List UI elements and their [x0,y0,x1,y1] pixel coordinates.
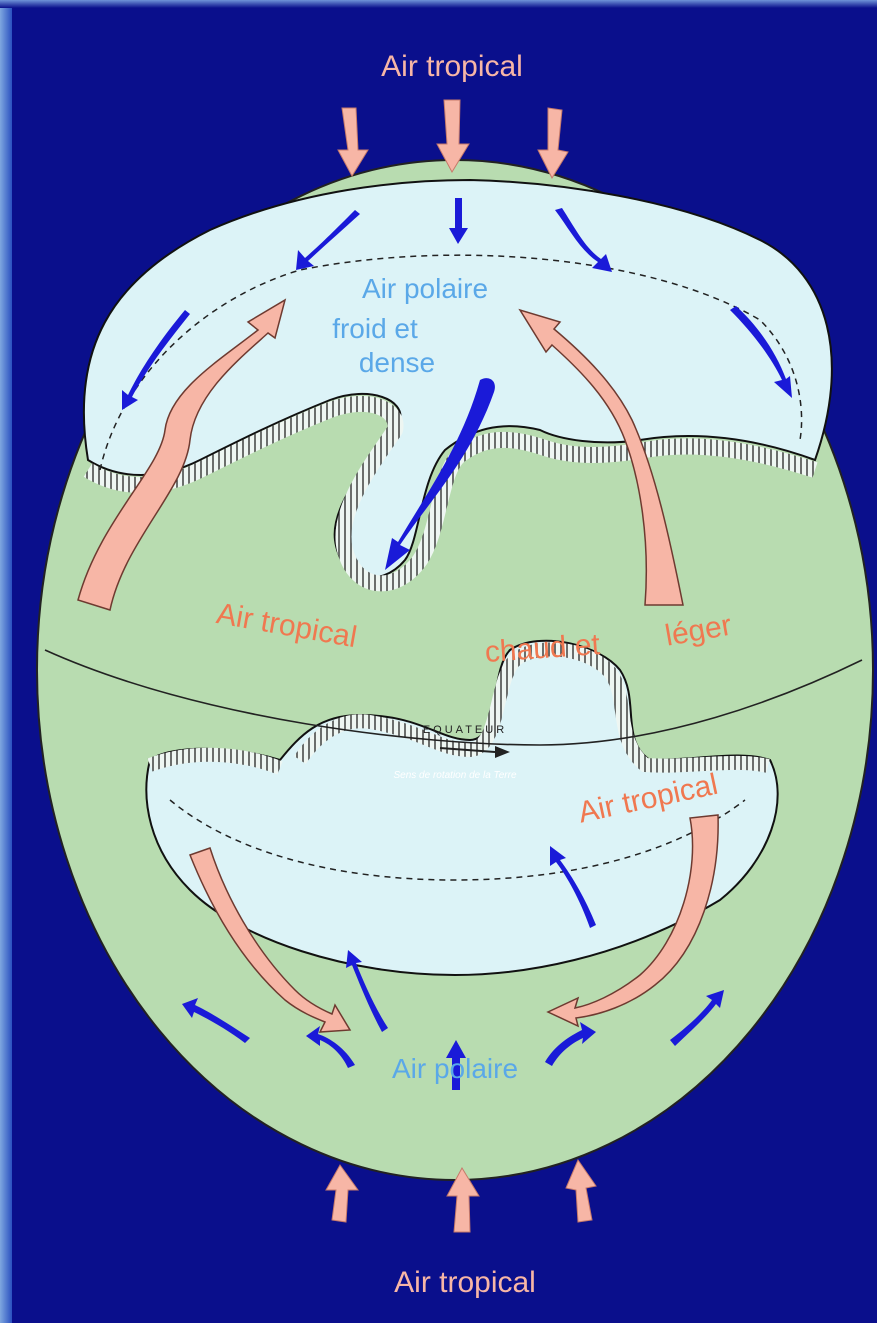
north-tropical-flows [77,298,684,611]
label-top-air-tropical: Air tropical [381,50,523,83]
label-south-air-tropical: Air tropical [575,768,720,830]
label-south-air-polaire: Air polaire [392,1053,518,1084]
south-polar-arrows [182,846,724,1090]
label-rotation: Sens de rotation de la Terre [393,770,516,781]
north-polar-cap [82,178,833,592]
top-tropical-arrows [337,99,569,180]
label-mid-air-tropical: Air tropical [214,597,359,654]
label-north-froid-et: froid et [332,313,418,344]
south-tropical-flows [189,814,719,1033]
rotation-arrow-icon [439,746,510,758]
south-polar-cap [145,639,779,977]
label-mid-chaud-et: chaud et [484,628,602,669]
bottom-tropical-arrows [325,1158,597,1233]
label-north-air-polaire: Air polaire [362,273,488,304]
equator-line [44,649,863,746]
label-mid-leger: léger [663,609,734,653]
north-polar-arrows [122,198,792,570]
label-north-dense: dense [359,347,435,378]
label-equator: EQUATEUR [423,724,507,736]
label-bottom-air-tropical: Air tropical [394,1266,536,1299]
